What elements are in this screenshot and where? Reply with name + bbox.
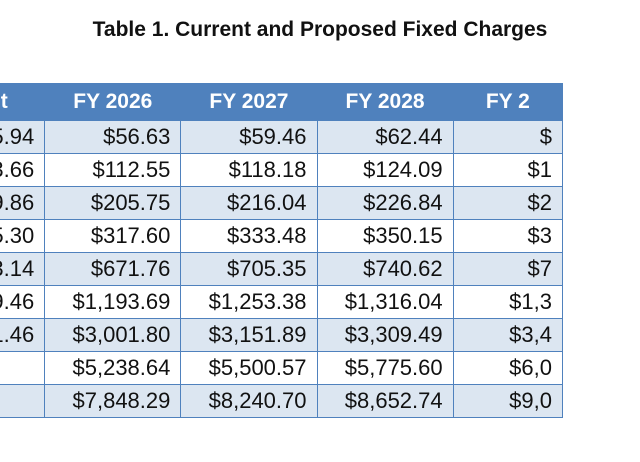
cell-fy2026: $5,238.64 — [44, 351, 182, 385]
table-row: 533.14$671.76$705.35$740.62$7 — [0, 252, 564, 286]
cell-fy2026: $671.76 — [44, 252, 182, 286]
cell-fy2026: $7,848.29 — [44, 384, 182, 418]
fixed-charges-table: rrent FY 2026 FY 2027 FY 2028 FY 2 $55.9… — [0, 83, 564, 418]
table-row: $7,848.29 $8,240.70 $8,652.74 $9,0 — [0, 384, 564, 418]
cell-fy2029: $1 — [452, 153, 564, 187]
table-row: 113.66$112.55$118.18$124.09$1 — [0, 153, 564, 187]
cell-fy2029: $6,0 — [452, 351, 564, 385]
cell-fy2027: $3,151.89 — [180, 318, 318, 352]
table-title: Table 1. Current and Proposed Fixed Char… — [92, 18, 548, 41]
cell-fy2028: $124.09 — [316, 153, 454, 187]
cell-current: 941.46 — [0, 318, 46, 352]
cell-fy2029: $ — [452, 120, 564, 154]
table-row: $5,238.64 $5,500.57 $5,775.60 $6,0 — [0, 351, 564, 385]
cell-current: 113.66 — [0, 153, 46, 187]
cell-fy2027: $333.48 — [180, 219, 318, 253]
table-row: $55.94$56.63$59.46$62.44$ — [0, 120, 564, 154]
column-header-current: rrent — [0, 83, 46, 121]
table-row: 209.86$205.75$216.04$226.84$2 — [0, 186, 564, 220]
cell-current: $55.94 — [0, 120, 46, 154]
cell-fy2028: $3,309.49 — [316, 318, 454, 352]
column-header-fy2026: FY 2026 — [44, 83, 182, 121]
cell-fy2028: $1,316.04 — [316, 285, 454, 319]
cell-fy2028: $740.62 — [316, 252, 454, 286]
cell-current: 209.86 — [0, 186, 46, 220]
cell-fy2027: $216.04 — [180, 186, 318, 220]
header-row: rrent FY 2026 FY 2027 FY 2028 FY 2 — [0, 83, 564, 121]
column-header-fy2029: FY 2 — [453, 83, 564, 121]
table-row: 941.46$3,001.80$3,151.89$3,309.49$3,4 — [0, 318, 564, 352]
cell-fy2027: $5,500.57 — [180, 351, 318, 385]
cell-current: 533.14 — [0, 252, 46, 286]
column-header-fy2028: FY 2028 — [317, 83, 454, 121]
cell-fy2029: $2 — [452, 186, 564, 220]
column-header-fy2027: FY 2027 — [180, 83, 318, 121]
table-row: 079.46$1,193.69$1,253.38$1,316.04$1,3 — [0, 285, 564, 319]
cell-fy2026: $1,193.69 — [44, 285, 182, 319]
cell-fy2028: $8,652.74 — [316, 384, 454, 418]
cell-fy2026: $112.55 — [44, 153, 182, 187]
cell-fy2028: $62.44 — [316, 120, 454, 154]
cell-fy2028: $350.15 — [316, 219, 454, 253]
cell-current: 079.46 — [0, 285, 46, 319]
table-row: 325.30$317.60$333.48$350.15$3 — [0, 219, 564, 253]
cell-fy2028: $5,775.60 — [316, 351, 454, 385]
fixed-charges-table-container: rrent FY 2026 FY 2027 FY 2028 FY 2 $55.9… — [0, 83, 640, 462]
cell-fy2029: $9,0 — [452, 384, 564, 418]
cell-fy2027: $1,253.38 — [180, 285, 318, 319]
cell-fy2028: $226.84 — [316, 186, 454, 220]
cell-current — [0, 351, 46, 385]
cell-fy2027: $8,240.70 — [180, 384, 318, 418]
cell-fy2026: $205.75 — [44, 186, 182, 220]
cell-fy2026: $3,001.80 — [44, 318, 182, 352]
cell-fy2027: $118.18 — [180, 153, 318, 187]
cell-fy2026: $317.60 — [44, 219, 182, 253]
cell-fy2029: $1,3 — [452, 285, 564, 319]
cell-current — [0, 384, 46, 418]
cell-fy2027: $705.35 — [180, 252, 318, 286]
cell-fy2029: $3,4 — [452, 318, 564, 352]
cell-fy2027: $59.46 — [180, 120, 318, 154]
cell-current: 325.30 — [0, 219, 46, 253]
cell-fy2029: $7 — [452, 252, 564, 286]
cell-fy2026: $56.63 — [44, 120, 182, 154]
cell-fy2029: $3 — [452, 219, 564, 253]
